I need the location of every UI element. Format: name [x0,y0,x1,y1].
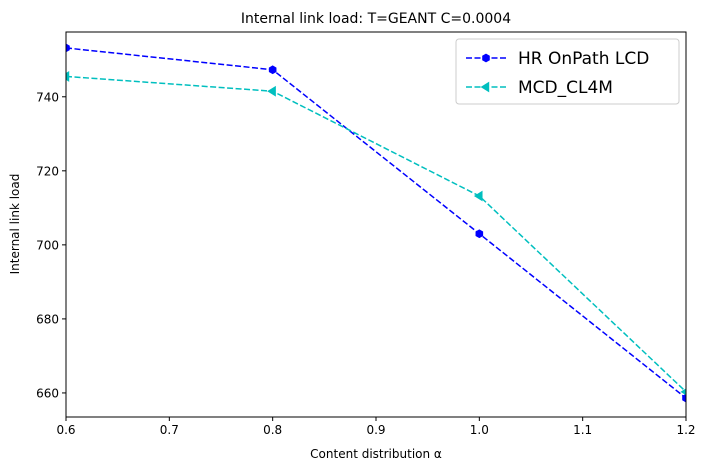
data-point [680,388,686,396]
x-tick-label: 1.0 [470,423,489,437]
series-0 [66,43,686,403]
series-1 [66,71,686,396]
y-axis-label: Internal link load [8,174,22,275]
legend-marker [482,53,490,63]
x-tick-label: 0.8 [263,423,282,437]
legend-entry: HR OnPath LCD [466,49,649,69]
legend-marker [480,81,490,93]
y-axis-ticks: 660 680 700 720 740 [36,90,66,400]
x-tick-label: 0.6 [56,423,75,437]
x-tick-label: 1.1 [573,423,592,437]
legend-entry: MCD_CL4M [466,78,613,98]
plot-frame [65,31,687,418]
legend: HR OnPath LCD MCD_CL4M [455,38,680,105]
y-tick-label: 740 [36,90,59,104]
data-point [268,65,277,75]
y-tick-label: 660 [36,386,59,400]
x-tick-label: 0.9 [366,423,385,437]
legend-box [455,38,680,105]
x-axis-label: Content distribution α [310,447,442,461]
legend-label: MCD_CL4M [518,78,613,98]
data-point [66,71,70,82]
series-line [66,75,686,393]
data-point [267,85,276,97]
data-point [475,229,484,239]
data-point [682,393,686,403]
y-tick-label: 700 [36,238,59,252]
data-point [66,43,70,53]
legend-label: HR OnPath LCD [518,49,649,69]
y-tick-label: 680 [36,312,59,326]
y-tick-label: 720 [36,164,59,178]
chart-title: Internal link load: T=GEANT C=0.0004 [241,11,511,27]
series-layer [66,43,686,403]
series-line [66,47,686,399]
x-tick-label: 1.2 [676,423,695,437]
x-axis-ticks: 0.6 0.7 0.8 0.9 1.0 1.1 1.2 [56,417,696,437]
x-tick-label: 0.7 [160,423,179,437]
data-point [473,190,483,202]
